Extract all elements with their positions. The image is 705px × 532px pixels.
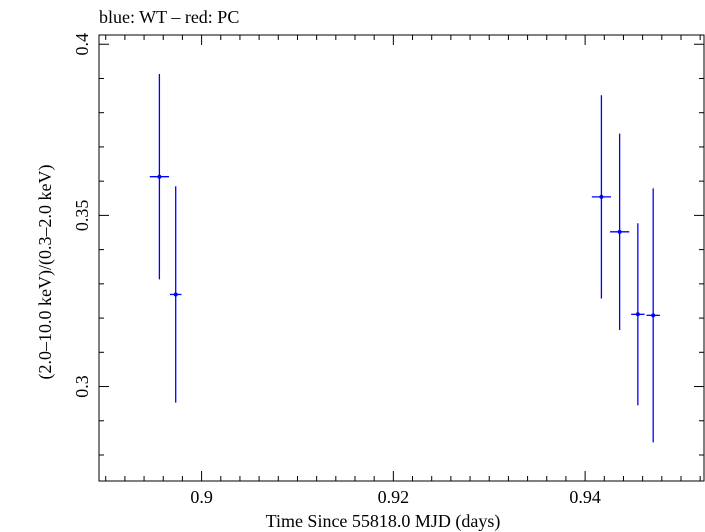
point-marker (651, 313, 656, 318)
y-tick-label: 0.4 (72, 33, 92, 56)
axis-ticks (99, 35, 704, 481)
y-tick-labels: 0.3 0.35 0.4 (72, 33, 92, 398)
x-tick-labels: 0.9 0.92 0.94 (190, 487, 601, 507)
x-tick-label: 0.92 (378, 487, 410, 507)
point-marker (635, 312, 640, 317)
point-marker (617, 229, 622, 234)
data-point-wt (610, 133, 630, 331)
data-point-wt (149, 74, 169, 280)
x-tick-label: 0.9 (190, 487, 213, 507)
data-points (149, 74, 660, 443)
y-axis-label: (2.0–10.0 keV)/(0.3–2.0 keV) (35, 165, 56, 380)
y-tick-label: 0.35 (72, 200, 92, 232)
y-tick-label: 0.3 (72, 375, 92, 398)
x-tick-label: 0.94 (569, 487, 601, 507)
chart-title: blue: WT – red: PC (99, 7, 239, 27)
plot-frame (98, 34, 705, 482)
data-point-wt (646, 188, 660, 443)
data-point-wt (591, 95, 611, 299)
data-point-wt (631, 223, 645, 406)
point-marker (599, 194, 604, 199)
data-point-wt (169, 186, 182, 403)
x-axis-label: Time Since 55818.0 MJD (days) (266, 511, 501, 532)
point-marker (173, 292, 178, 297)
point-marker (157, 174, 162, 179)
